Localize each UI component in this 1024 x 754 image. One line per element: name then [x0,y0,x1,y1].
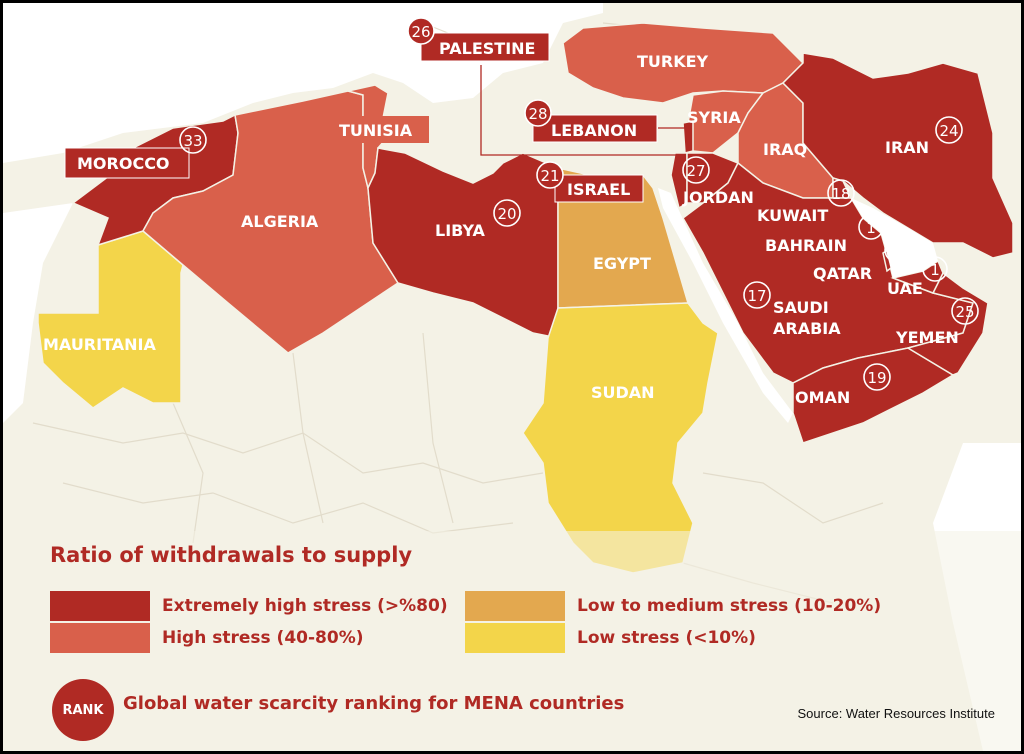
legend-label-low: Low stress (<10%) [577,628,756,648]
svg-text:24: 24 [939,122,958,140]
svg-text:18: 18 [831,185,850,203]
svg-text:25: 25 [955,303,974,321]
svg-text:17: 17 [747,287,766,305]
label-qatar: QATAR [813,264,872,283]
legend-label-low-medium: Low to medium stress (10-20%) [577,596,882,616]
label-mauritania: MAURITANIA [43,335,156,354]
legend-swatch-high [50,623,150,653]
label-kuwait: KUWAIT [757,206,828,225]
rank-uae: 1 [922,256,948,282]
label-saudi-line2: ARABIA [773,319,841,338]
countries [37,22,1014,574]
label-morocco: MOROCCO [77,154,170,173]
legend-title: Ratio of withdrawals to supply [50,543,413,567]
rank-iran: 24 [935,116,963,144]
label-uae: UAE [887,279,923,298]
rank-kuwait: 18 [827,179,855,207]
rank-lebanon: 28 [524,99,552,127]
legend-swatch-low-medium [465,591,565,621]
label-yemen: OMAN [795,388,850,407]
label-jordan: JORDAN [682,188,754,207]
label-iraq: IRAQ [763,140,807,159]
svg-text:19: 19 [867,369,886,387]
rank-saudi: 17 [743,281,771,309]
rank-qatar: 1 [884,237,910,263]
label-tunisia: TUNISIA [339,121,413,140]
svg-text:28: 28 [528,105,547,123]
label-palestine: PALESTINE [439,39,535,58]
source-credit: Source: Water Resources Institute [797,706,996,721]
label-sudan: SUDAN [591,383,655,402]
label-israel: ISRAEL [567,180,630,199]
svg-text:26: 26 [411,23,430,41]
label-syria: SYRIA [687,108,741,127]
rank-description: Global water scarcity ranking for MENA c… [123,693,625,714]
svg-text:1: 1 [892,242,902,260]
rank-yemen: 19 [863,363,891,391]
legend-item-low: Low stress (<10%) [465,623,756,653]
label-turkey: TURKEY [637,52,709,71]
svg-text:21: 21 [540,167,559,185]
rank-morocco: 33 [179,126,207,154]
country-mauritania [37,230,184,409]
rank-oman: 25 [951,297,979,325]
rank-jordan: 27 [682,156,710,184]
rank-libya: 20 [493,199,521,227]
rank-israel: 21 [536,161,564,189]
country-yemen [792,347,955,444]
label-egypt: EGYPT [593,254,651,273]
svg-text:20: 20 [497,205,516,223]
svg-text:1: 1 [930,261,940,279]
rank-palestine: 26 [407,17,435,45]
label-saudi-line1: SAUDI [773,298,829,317]
legend-label-high: High stress (40-80%) [162,628,364,648]
label-oman: YEMEN [895,328,959,347]
label-algeria: ALGERIA [241,212,319,231]
map-frame: PALESTINE TURKEY SYRIA LEBANON TUNISIA I… [3,3,1021,751]
leader-lines [480,65,685,156]
map: PALESTINE TURKEY SYRIA LEBANON TUNISIA I… [3,3,1021,751]
country-labels: PALESTINE TURKEY SYRIA LEBANON TUNISIA I… [43,39,959,407]
svg-text:1: 1 [866,219,876,237]
country-libya [367,147,559,339]
legend-item-high: High stress (40-80%) [50,623,364,653]
rank-markers: 26 33 28 21 27 24 18 20 1 1 1 17 25 19 [179,17,979,391]
legend-swatch-low [465,623,565,653]
rank-badge: RANK [52,679,114,741]
label-boxes [64,32,658,203]
svg-text:33: 33 [183,132,202,150]
label-lebanon: LEBANON [551,121,637,140]
legend-item-extremely-high: Extremely high stress (>%80) [50,591,448,621]
rank-bahrain: 1 [858,214,884,240]
legend-label-extremely-high: Extremely high stress (>%80) [162,596,448,616]
label-libya: LIBYA [435,221,486,240]
legend-swatch-extremely-high [50,591,150,621]
label-iran: IRAN [885,138,929,157]
svg-text:27: 27 [686,162,705,180]
country-lebanon [682,120,694,154]
label-bahrain: BAHRAIN [765,236,847,255]
legend-item-low-medium: Low to medium stress (10-20%) [465,591,881,621]
